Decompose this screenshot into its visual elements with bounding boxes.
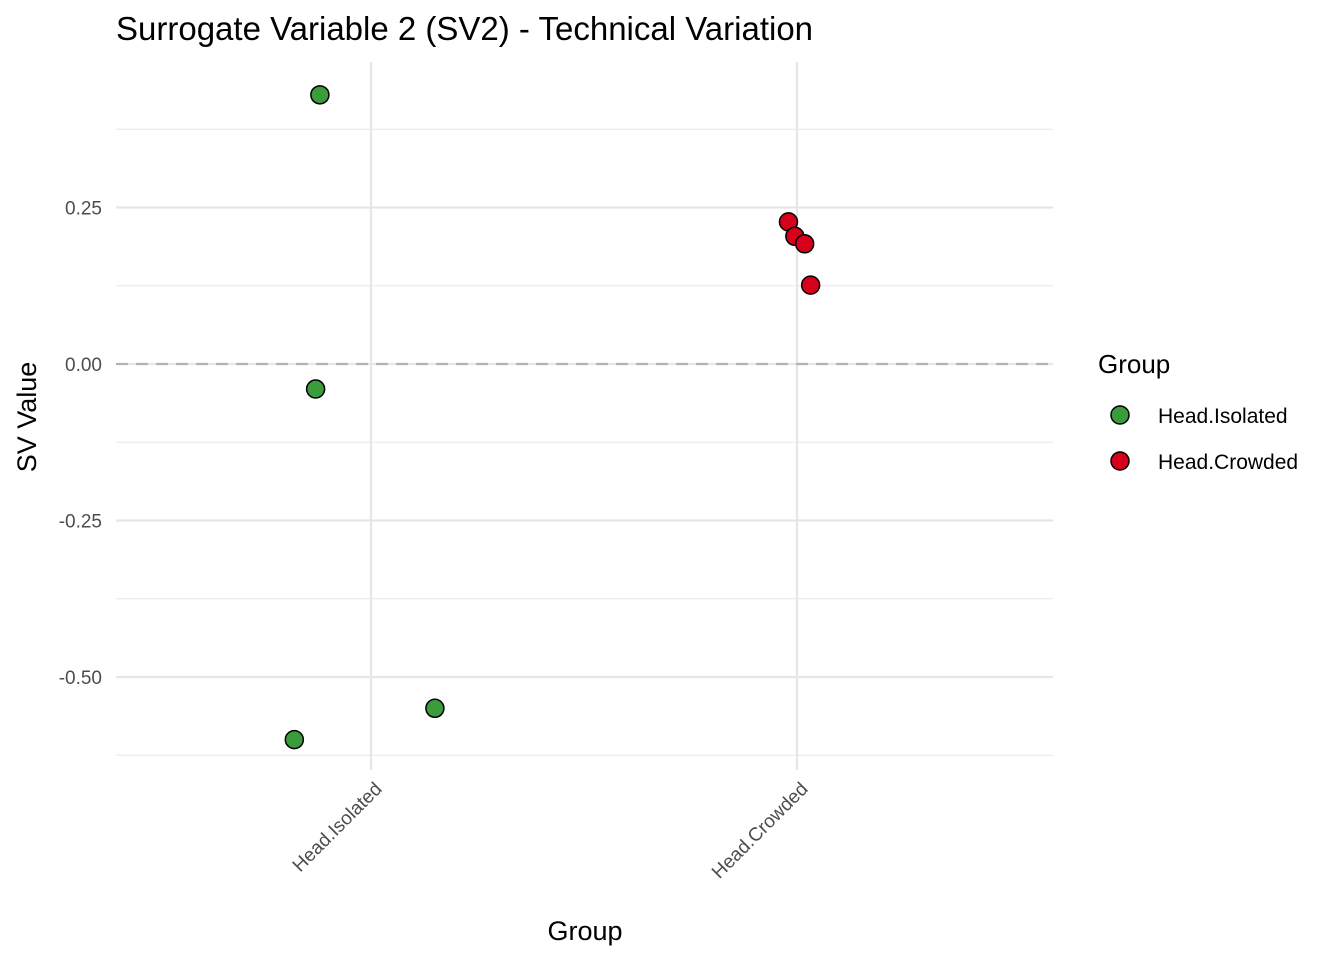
x-tick-label: Head.Isolated [289, 779, 387, 877]
legend-label: Head.Crowded [1158, 451, 1298, 474]
data-point [800, 275, 821, 295]
data-point [305, 379, 326, 399]
legend: Group Head.Isolated Head.Crowded [1098, 349, 1298, 474]
legend-title: Group [1098, 349, 1170, 379]
y-tick-label: -0.50 [59, 668, 102, 689]
x-tick-label: Head.Crowded [708, 779, 812, 883]
y-tick-label: 0.00 [65, 355, 102, 376]
data-points [284, 85, 821, 750]
data-point [425, 698, 445, 719]
chart-title: Surrogate Variable 2 (SV2) - Technical V… [116, 10, 813, 47]
legend-label: Head.Isolated [1158, 405, 1288, 428]
data-point [794, 234, 815, 254]
y-axis-ticks: -0.50 -0.25 0.00 0.25 [59, 199, 102, 690]
y-axis-title: SV Value [12, 362, 42, 473]
x-axis-title: Group [547, 916, 622, 946]
legend-key [1110, 451, 1130, 471]
y-tick-label: -0.25 [59, 512, 102, 533]
x-axis-ticks: Head.Isolated Head.Crowded [289, 779, 813, 883]
legend-key [1110, 405, 1130, 425]
grid [116, 62, 1053, 770]
data-point [284, 729, 305, 750]
data-point [310, 85, 330, 105]
y-tick-label: 0.25 [65, 199, 102, 220]
